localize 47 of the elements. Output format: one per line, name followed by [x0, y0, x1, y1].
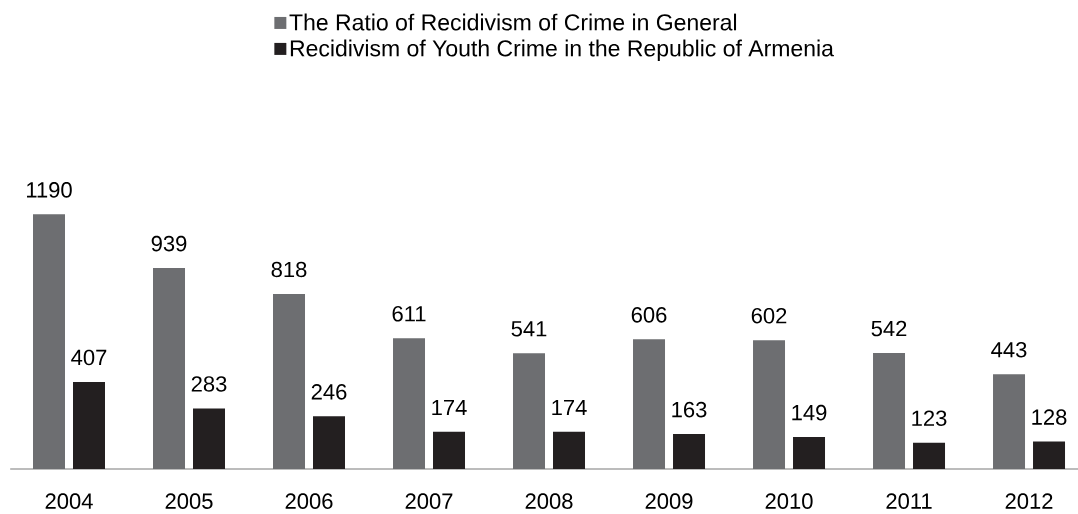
- x-tick-label: 2004: [45, 493, 93, 509]
- x-tick-label: 2011: [886, 493, 932, 509]
- data-label: 606: [631, 307, 667, 323]
- x-tick-label: 2009: [645, 493, 693, 509]
- data-label: 611: [392, 306, 426, 322]
- bar: [993, 374, 1026, 469]
- data-label: 602: [751, 307, 787, 324]
- data-label: 149: [792, 404, 827, 421]
- x-tick-label: 2007: [405, 493, 453, 509]
- bar: [393, 338, 426, 469]
- bar: [153, 268, 186, 469]
- data-label: 407: [71, 349, 107, 366]
- data-label: 163: [672, 401, 707, 418]
- data-label: 541: [511, 321, 547, 337]
- data-label: 174: [552, 399, 587, 416]
- bar: [433, 431, 466, 469]
- data-label: 443: [991, 341, 1027, 358]
- data-label: 818: [271, 261, 307, 278]
- x-tick-label: 2006: [285, 493, 333, 509]
- bar: [913, 442, 946, 469]
- data-label: 128: [1032, 409, 1067, 425]
- bar: [873, 353, 906, 469]
- data-label: 1190: [27, 182, 72, 198]
- data-label: 246: [311, 384, 347, 400]
- legend-label: The Ratio of Recidivism of Crime in General: [289, 13, 737, 31]
- bar: [313, 416, 346, 469]
- bar: [753, 340, 786, 469]
- data-label: 939: [151, 235, 187, 252]
- bar: [273, 293, 306, 469]
- bar: [793, 437, 826, 469]
- bar: [193, 408, 226, 469]
- x-tick-label: 2010: [765, 493, 813, 509]
- bar: [33, 214, 65, 469]
- bar: [673, 434, 706, 469]
- bar: [633, 339, 666, 469]
- data-label: 542: [871, 320, 907, 337]
- bar: [73, 381, 105, 469]
- data-label: 123: [912, 410, 947, 426]
- data-label: 283: [191, 376, 227, 392]
- x-tick-label: 2008: [525, 493, 573, 509]
- x-tick-label: 2012: [1005, 493, 1053, 509]
- bar: [513, 353, 546, 469]
- bar: [1033, 441, 1066, 469]
- legend-label: Recidivism of Youth Crime in the Republic of Armenia: [290, 39, 834, 62]
- x-tick-label: 2005: [165, 493, 213, 509]
- bar: [553, 431, 586, 469]
- data-label: 174: [432, 399, 467, 416]
